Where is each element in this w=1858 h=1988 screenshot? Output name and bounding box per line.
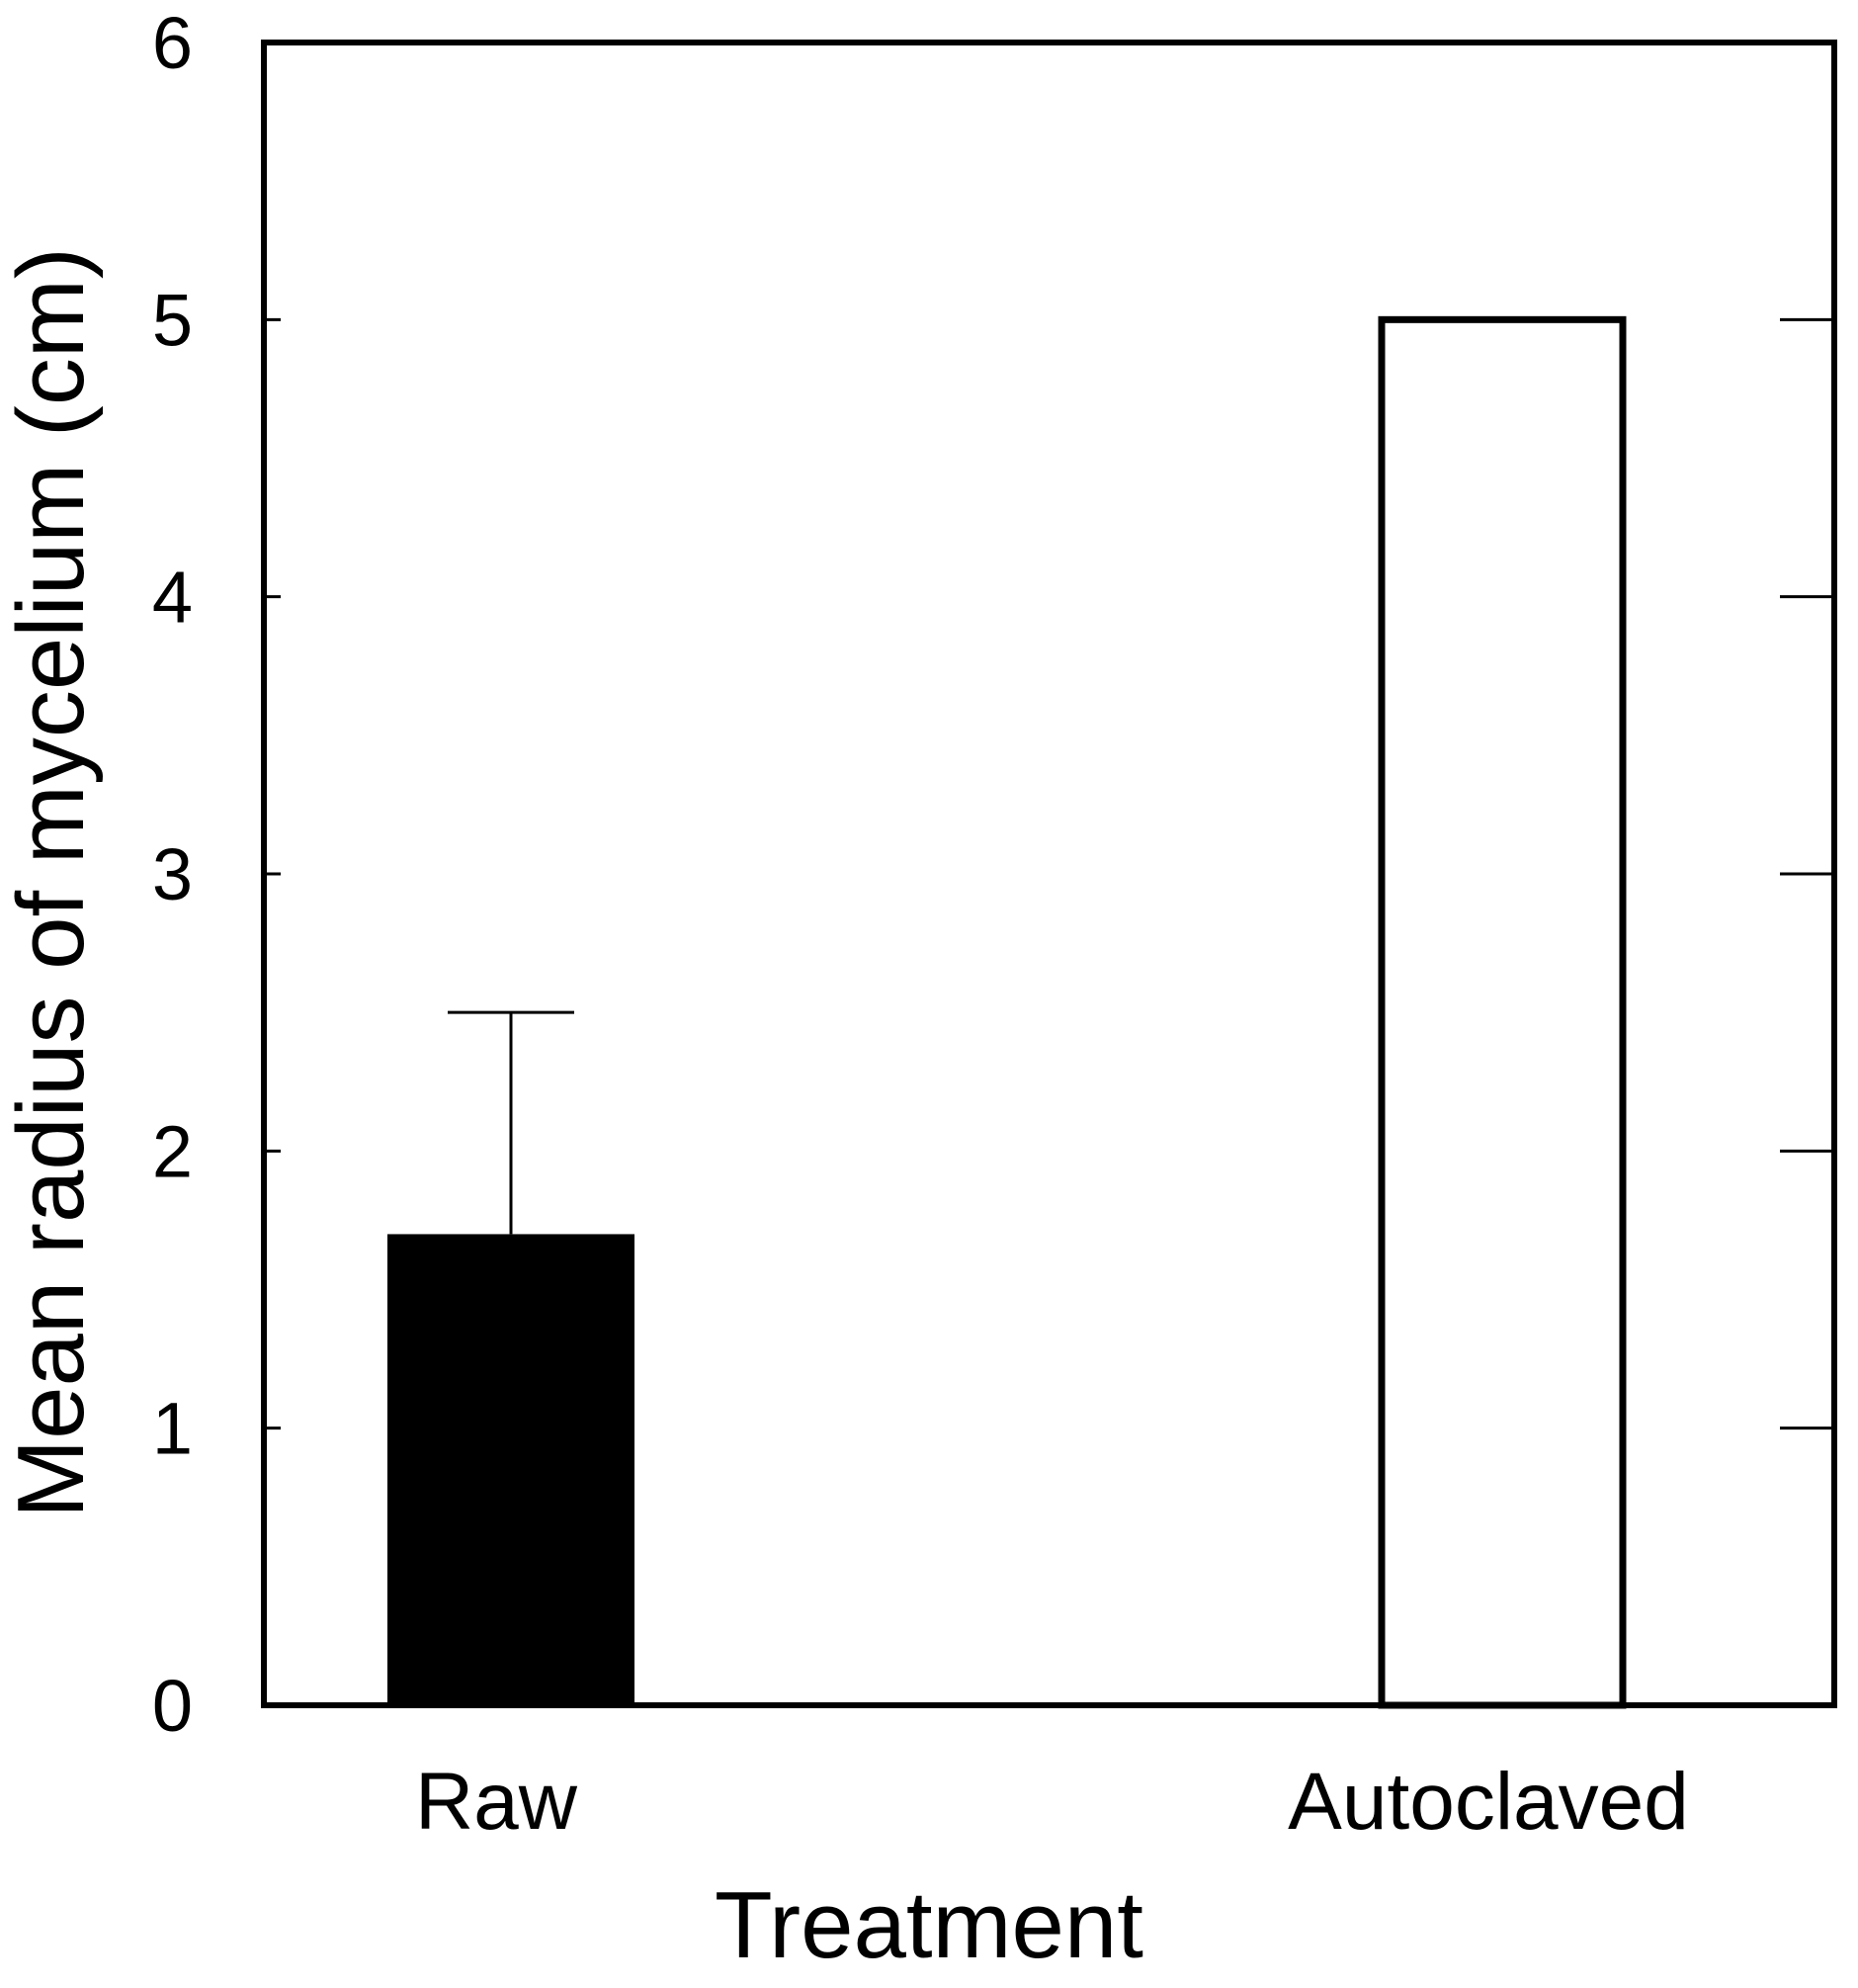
y-tick-label-5: 5 (152, 279, 193, 361)
y-tick-label-6: 6 (152, 2, 193, 84)
y-axis-title: Mean radius of mycelium (cm) (0, 247, 104, 1518)
x-category-label-raw: Raw (415, 1757, 578, 1847)
y-tick-label-1: 1 (152, 1388, 193, 1470)
x-category-label-autoclaved: Autoclaved (1288, 1757, 1689, 1847)
error-bars-layer (448, 1010, 574, 1235)
ticks-layer (262, 41, 1836, 1707)
bar-raw (387, 1234, 634, 1705)
category-labels-layer: Raw Autoclaved (415, 1757, 1689, 1847)
tick-labels-layer: 0 1 2 3 4 5 6 (152, 2, 193, 1747)
bar-autoclaved (1378, 315, 1627, 1709)
bars-layer (387, 315, 1627, 1709)
x-axis-title: Treatment (715, 1872, 1143, 1978)
y-tick-label-0: 0 (152, 1665, 193, 1747)
y-tick-label-2: 2 (152, 1110, 193, 1192)
y-tick-label-3: 3 (152, 833, 193, 915)
y-tick-label-4: 4 (152, 557, 193, 639)
